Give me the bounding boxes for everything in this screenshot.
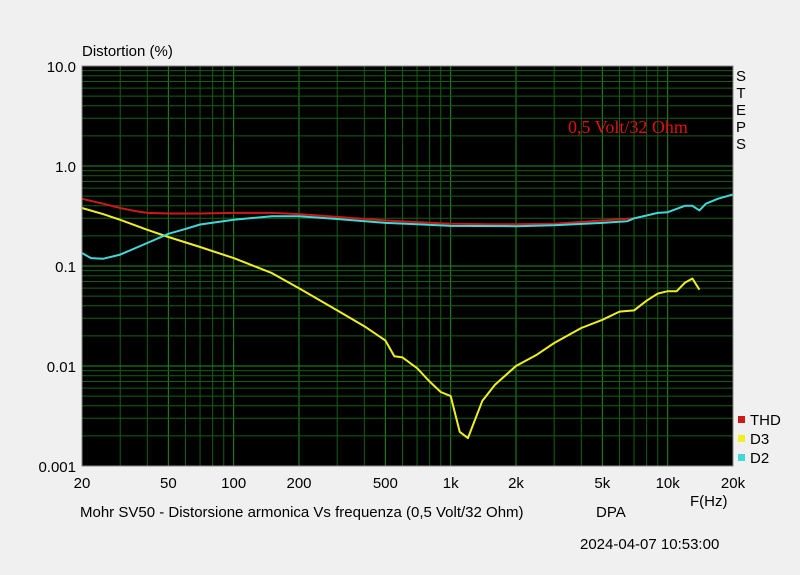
chart-annotation: 0,5 Volt/32 Ohm xyxy=(568,117,688,137)
x-axis-label: F(Hz) xyxy=(690,493,728,510)
legend-swatch xyxy=(738,454,745,461)
y-tick-labels: 10.0 1.0 0.1 0.01 0.001 xyxy=(38,59,76,476)
legend-swatch xyxy=(738,435,745,442)
x-tick-label: 20 xyxy=(74,475,91,492)
chart-caption: Mohr SV50 - Distorsione armonica Vs freq… xyxy=(80,504,524,521)
y-tick-label: 0.01 xyxy=(47,359,76,376)
series-lines xyxy=(81,193,734,440)
series-line-d2 xyxy=(81,193,734,260)
legend-label: D3 xyxy=(750,431,769,448)
steps-letter: S xyxy=(736,68,746,85)
series-line-d3 xyxy=(81,207,701,440)
x-tick-label: 500 xyxy=(373,475,398,492)
x-tick-label: 50 xyxy=(160,475,177,492)
x-tick-label: 100 xyxy=(221,475,246,492)
grid xyxy=(81,66,734,467)
y-tick-label: 0.1 xyxy=(55,259,76,276)
x-tick-label: 2k xyxy=(508,475,524,492)
steps-letter: E xyxy=(736,102,746,119)
legend-swatch xyxy=(738,416,745,423)
y-tick-label: 1.0 xyxy=(55,159,76,176)
y-tick-label: 10.0 xyxy=(47,59,76,76)
legend-label: D2 xyxy=(750,450,769,467)
series-line-thd xyxy=(81,197,635,226)
y-tick-label: 0.001 xyxy=(38,459,76,476)
legend-label: THD xyxy=(750,412,781,429)
steps-letter: T xyxy=(736,85,745,102)
x-tick-labels: 20 50 100 200 500 1k 2k 5k 10k 20k xyxy=(74,475,746,492)
timestamp: 2024-04-07 10:53:00 xyxy=(580,536,720,553)
legend: THD D3 D2 xyxy=(738,412,781,467)
plot-frame xyxy=(81,65,734,467)
tool-label: DPA xyxy=(596,504,626,521)
x-tick-label: 5k xyxy=(594,475,610,492)
x-tick-label: 20k xyxy=(721,475,746,492)
x-tick-label: 10k xyxy=(656,475,681,492)
steps-letter: P xyxy=(736,119,746,136)
chart-title: Distortion (%) xyxy=(82,43,173,60)
steps-letter: S xyxy=(736,136,746,153)
x-tick-label: 1k xyxy=(443,475,459,492)
x-tick-label: 200 xyxy=(286,475,311,492)
